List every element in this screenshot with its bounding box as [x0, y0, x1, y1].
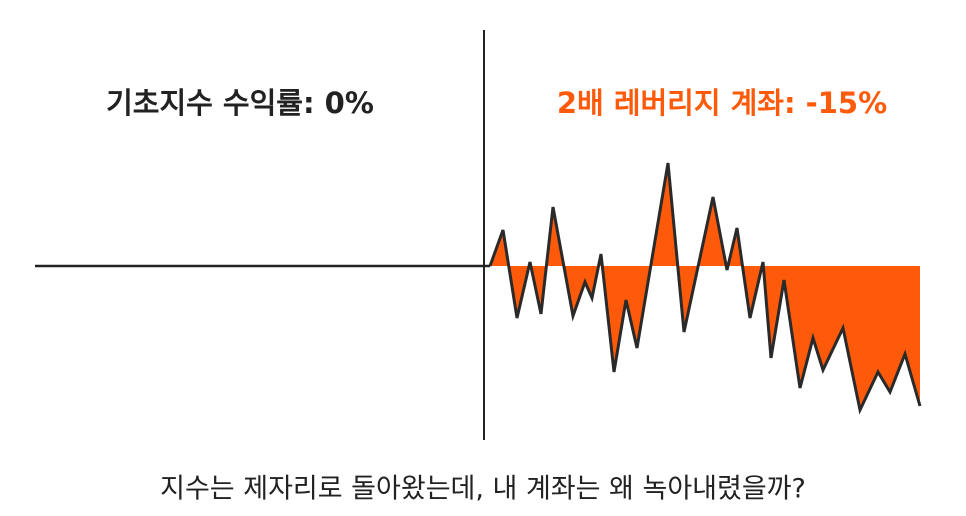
caption: 지수는 제자리로 돌아왔는데, 내 계좌는 왜 녹아내렸을까?: [160, 474, 806, 505]
leverage-line: [488, 162, 922, 415]
leverage-label: 2배 레버리지 계좌: -15%: [557, 86, 887, 120]
index-label: 기초지수 수익률: 0%: [106, 86, 374, 120]
leverage-area: [490, 163, 920, 410]
